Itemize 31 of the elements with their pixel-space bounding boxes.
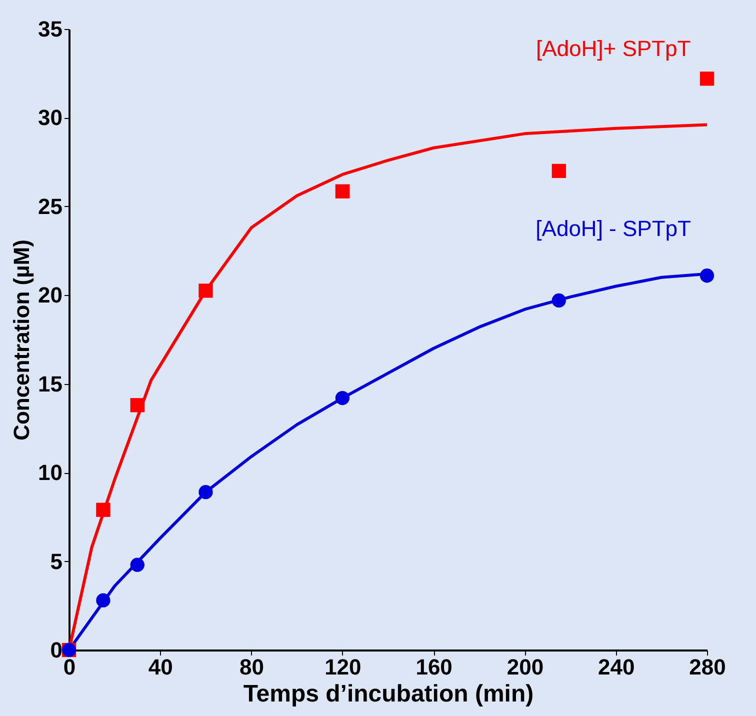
x-axis-title: Temps d’incubation (min) [243, 680, 534, 708]
y-tick-label: 5 [50, 548, 62, 574]
point [552, 164, 566, 178]
y-tick-label: 15 [38, 371, 62, 396]
x-tick-label: 80 [240, 654, 264, 680]
point [335, 390, 350, 406]
x-tick-label: 280 [689, 654, 726, 680]
point [552, 293, 566, 308]
x-tick-label: 240 [598, 654, 635, 680]
series-label: [AdoH]+ SPTpT [536, 36, 691, 61]
point [198, 485, 213, 500]
y-tick-label: 20 [38, 282, 62, 308]
series-label: [AdoH] - SPTpT [536, 216, 691, 241]
y-tick-label: 35 [38, 16, 62, 42]
y-tick-label: 0 [50, 638, 62, 662]
point [335, 184, 350, 198]
y-tick-label: 30 [38, 105, 62, 130]
y-axis-title: Concentration (µM) [9, 240, 34, 440]
point [96, 593, 110, 608]
point [700, 72, 714, 86]
point [96, 502, 110, 517]
point [130, 558, 144, 572]
y-tick-label: 10 [38, 460, 62, 486]
point [198, 284, 213, 298]
point [130, 398, 144, 412]
x-tick-label: 120 [324, 654, 362, 680]
x-tick-label: 200 [506, 654, 544, 680]
y-tick-label: 25 [38, 194, 62, 219]
x-tick-label: 160 [416, 654, 452, 680]
x-tick-label: 40 [148, 654, 173, 680]
point [700, 268, 714, 283]
